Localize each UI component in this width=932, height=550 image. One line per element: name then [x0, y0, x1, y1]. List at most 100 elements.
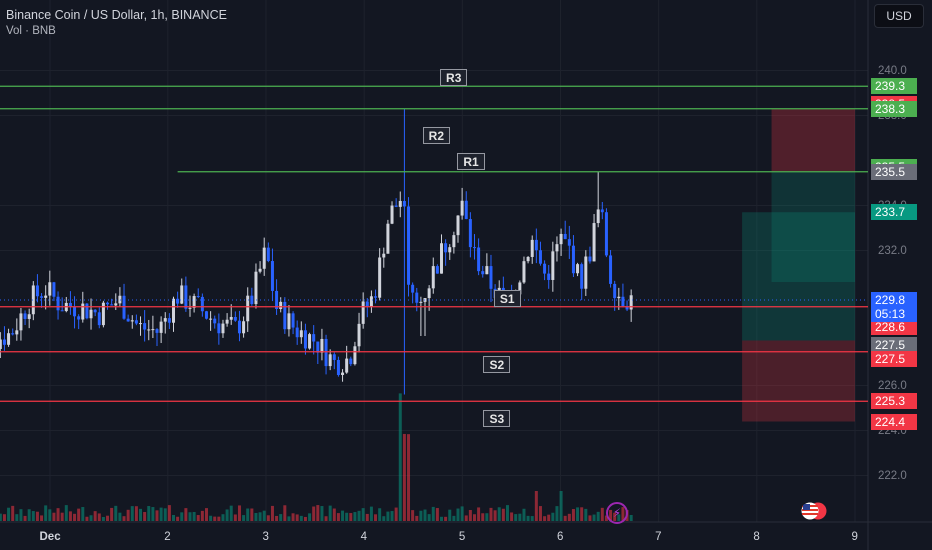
time-axis-label: 8	[753, 531, 760, 543]
volume-bar	[497, 507, 501, 521]
volume-bar	[60, 512, 64, 521]
candle-body	[501, 287, 505, 292]
volume-bar	[576, 507, 580, 521]
volume-bar	[501, 508, 505, 521]
volume-bar	[353, 512, 357, 521]
volume-indicator-label[interactable]: Vol · BNB	[6, 25, 56, 37]
candle-body	[147, 329, 151, 331]
volume-bar	[365, 513, 369, 521]
volume-bar	[77, 508, 81, 521]
volume-bar	[526, 515, 530, 521]
volume-bar	[452, 515, 456, 521]
volume-bar	[200, 510, 204, 521]
candle-body	[56, 296, 60, 311]
candle-body	[456, 215, 460, 236]
volume-bar	[159, 507, 163, 521]
candle-body	[407, 206, 411, 285]
volume-bar	[493, 510, 497, 521]
currency-button[interactable]: USD	[874, 4, 924, 28]
price-tag: 228.6	[871, 319, 917, 335]
volume-bar	[382, 516, 386, 521]
level-label-r3[interactable]: R3	[440, 69, 468, 87]
volume-bar	[411, 510, 415, 521]
volume-bar	[213, 516, 217, 521]
time-axis-label: 9	[851, 531, 858, 543]
candle-body	[320, 338, 324, 353]
candle-body	[600, 209, 604, 213]
candle-body	[629, 295, 633, 310]
volume-bar	[35, 511, 39, 521]
candle-body	[246, 295, 250, 322]
candle-body	[588, 256, 592, 262]
time-axis-label: 7	[655, 531, 662, 543]
candle-body	[460, 200, 464, 216]
volume-bar	[485, 513, 489, 521]
volume-bar	[217, 516, 221, 521]
volume-bar	[221, 514, 225, 521]
level-label-s3[interactable]: S3	[483, 410, 511, 428]
symbol-title[interactable]: Binance Coin / US Dollar, 1h, BINANCE	[6, 8, 227, 22]
candle-body	[567, 239, 571, 246]
candle-body	[89, 309, 93, 319]
candle-body	[440, 243, 444, 274]
long-target-zone	[742, 212, 855, 341]
candle-body	[15, 330, 19, 335]
volume-bar	[460, 506, 464, 521]
volume-bar	[254, 512, 258, 521]
volume-bar	[489, 507, 493, 521]
volume-bar	[192, 511, 196, 521]
long-stop-zone	[742, 340, 855, 422]
candle-body	[328, 354, 332, 367]
level-label-s2[interactable]: S2	[483, 355, 511, 373]
volume-bar	[176, 516, 180, 521]
price-tag: 238.3	[871, 100, 917, 117]
volume-bar	[114, 505, 118, 521]
volume-bar	[555, 506, 559, 521]
volume-bar	[122, 516, 126, 521]
volume-bar	[341, 510, 345, 521]
level-label-r2[interactable]: R2	[422, 126, 451, 144]
volume-bar	[407, 434, 411, 521]
candle-body	[485, 266, 489, 275]
candle-body	[85, 303, 89, 319]
candle-body	[171, 298, 175, 323]
candle-body	[299, 330, 303, 338]
volume-bar	[258, 512, 262, 521]
volume-bar	[246, 508, 250, 521]
level-label-r1[interactable]: R1	[457, 152, 485, 170]
candle-body	[155, 329, 159, 333]
volume-bar	[151, 507, 155, 521]
volume-bar	[130, 506, 134, 521]
candle-body	[534, 239, 538, 251]
last-price-value: 229.8	[875, 293, 906, 307]
candle-body	[52, 282, 56, 297]
volume-bar	[279, 514, 283, 521]
volume-bar	[44, 505, 48, 521]
candle-body	[180, 285, 184, 304]
candle-body	[81, 303, 85, 320]
candle-body	[266, 247, 270, 262]
candle-body	[481, 271, 485, 275]
us-flag-icon[interactable]	[801, 502, 827, 520]
candle-body	[472, 247, 476, 249]
volume-bar	[584, 508, 588, 521]
candle-body	[563, 233, 567, 240]
volume-bar	[27, 509, 31, 521]
level-label-s1[interactable]: S1	[493, 289, 521, 307]
candle-body	[73, 306, 77, 317]
volume-bar	[600, 507, 604, 521]
bar-countdown: 05:13	[875, 307, 906, 321]
price-tag: 233.7	[871, 204, 917, 221]
candle-body	[386, 223, 390, 254]
volume-bar	[440, 516, 444, 521]
lightning-icon[interactable]: ⚡	[606, 502, 628, 524]
volume-bar	[596, 511, 600, 521]
volume-bar	[266, 515, 270, 521]
time-axis-label: 4	[360, 531, 368, 543]
candle-body	[530, 239, 534, 257]
volume-bar	[262, 510, 266, 521]
volume-bar	[559, 491, 563, 521]
volume-bar	[534, 491, 538, 521]
